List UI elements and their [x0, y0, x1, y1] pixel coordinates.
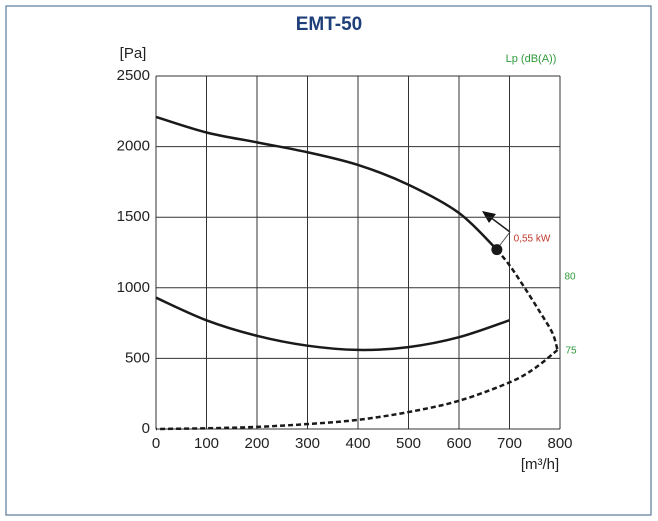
- system-curve: [155, 348, 559, 431]
- fan-curve: [155, 296, 510, 352]
- arrow-shaft: [489, 216, 511, 233]
- y-tick-label: 2000: [117, 138, 150, 155]
- sound-annotation: 75: [565, 346, 577, 357]
- frame: [5, 5, 652, 516]
- x-tick-label: 600: [446, 435, 471, 452]
- y-tick-label: 500: [125, 349, 150, 366]
- y2-axis-label: Lp (dB(A)): [506, 53, 557, 65]
- x-tick-label: 300: [295, 435, 320, 452]
- sound-annotation: 80: [564, 272, 576, 283]
- x-axis-label: [m³/h]: [521, 456, 559, 473]
- x-tick-label: 500: [396, 435, 421, 452]
- x-tick-label: 700: [497, 435, 522, 452]
- x-tick-label: 400: [345, 435, 370, 452]
- x-tick-label: 200: [244, 435, 269, 452]
- fan-curve: [155, 115, 498, 251]
- power-annotation: 0,55 kW: [514, 234, 551, 245]
- x-tick-label: 100: [194, 435, 219, 452]
- y-tick-label: 0: [142, 420, 150, 437]
- y-tick-label: 1000: [117, 279, 150, 296]
- system-curve: [495, 248, 559, 351]
- x-tick-label: 0: [152, 435, 160, 452]
- y-tick-label: 2500: [117, 67, 150, 84]
- y-axis-label: [Pa]: [120, 45, 147, 62]
- chart-title: EMT-50: [296, 14, 363, 35]
- x-tick-label: 800: [547, 435, 572, 452]
- operating-point: [491, 244, 503, 256]
- y-tick-label: 1500: [117, 208, 150, 225]
